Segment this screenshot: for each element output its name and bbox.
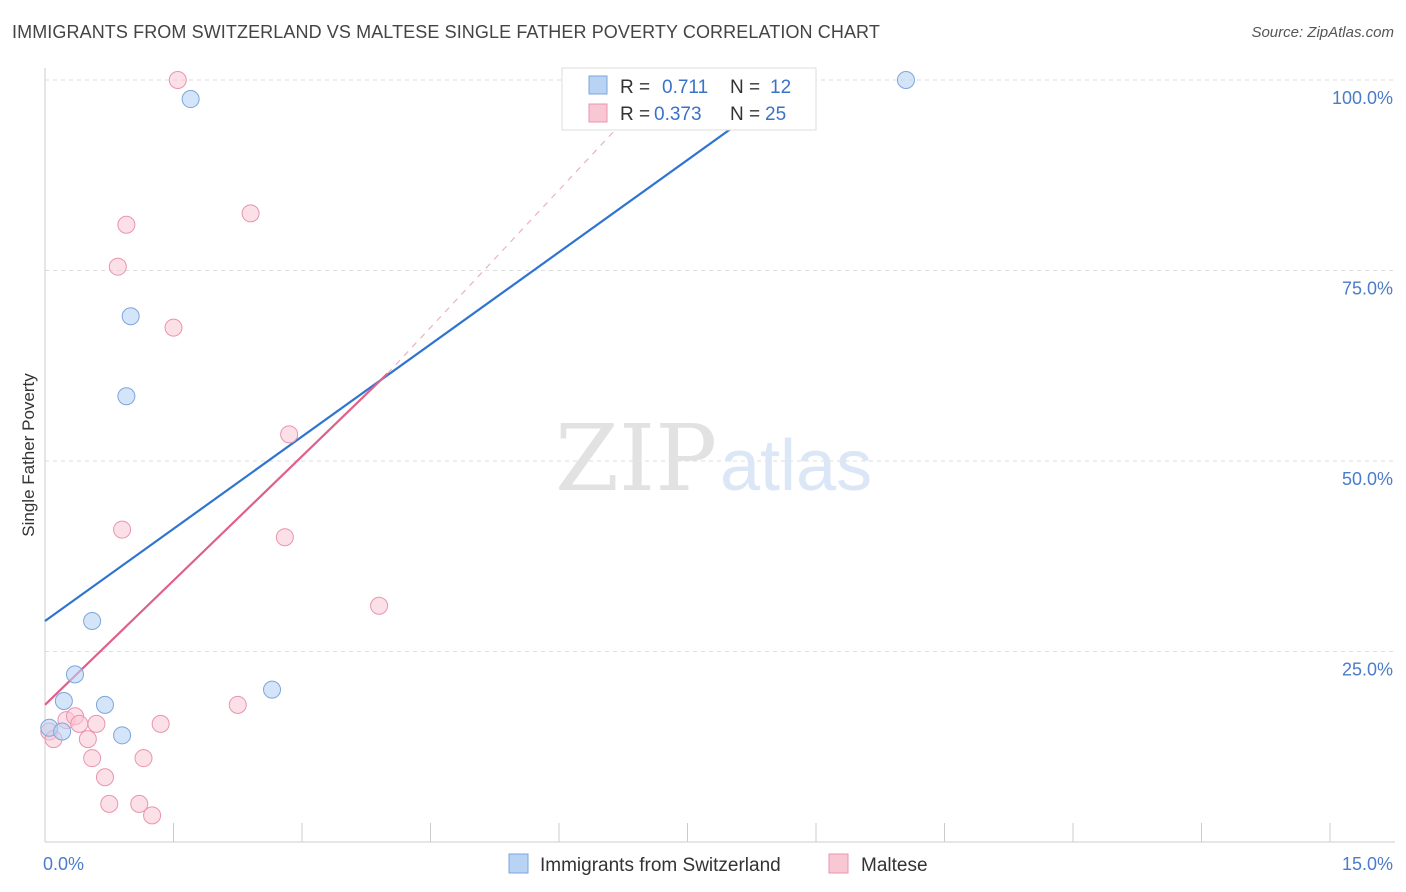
maltese-point (164, 318, 183, 337)
maltese-point (280, 425, 299, 444)
legend-swatch-pink (588, 103, 608, 123)
maltese-point (151, 714, 170, 733)
maltese-point (108, 257, 127, 276)
x-tick-label: 0.0% (43, 854, 84, 874)
maltese-point (113, 520, 132, 539)
switzerland-point (896, 71, 915, 89)
legend-r-label: R = (620, 104, 650, 125)
legend-r-value: 0.373 (654, 104, 702, 125)
switzerland-point (54, 692, 73, 711)
chart-title: IMMIGRANTS FROM SWITZERLAND VS MALTESE S… (12, 22, 880, 42)
series-legend: Immigrants from Switzerland Maltese (508, 853, 928, 876)
maltese-point (95, 768, 114, 787)
switzerland-point (121, 307, 140, 326)
axes (44, 68, 1395, 843)
switzerland-point (83, 612, 102, 631)
correlation-legend: R = 0.711 N = 12 R = 0.373 N = 25 (561, 67, 817, 131)
data-points (40, 71, 915, 825)
trend-lines (44, 79, 800, 706)
legend-label-switzerland: Immigrants from Switzerland (540, 855, 781, 876)
legend-swatch-blue (588, 75, 608, 95)
x-tick-labels: 0.0% 15.0% (43, 854, 1393, 874)
x-tick-label: 15.0% (1342, 854, 1393, 874)
legend-n-value: 25 (765, 104, 786, 125)
maltese-point (83, 749, 102, 768)
legend-r-value: 0.711 (662, 77, 708, 98)
switzerland-point (263, 680, 282, 699)
maltese-point (143, 806, 162, 825)
maltese-point (70, 714, 89, 733)
legend-n-label: N = (730, 104, 760, 125)
legend-r-label: R = (620, 77, 650, 98)
maltese-point (275, 528, 294, 547)
y-tick-labels: 25.0% 50.0% 75.0% 100.0% (1332, 88, 1393, 680)
maltese-point (78, 730, 97, 749)
maltese-trend-line (44, 372, 389, 706)
switzerland-point (117, 387, 136, 406)
y-tick-label: 100.0% (1332, 88, 1393, 108)
watermark-atlas: atlas (720, 426, 872, 506)
y-tick-label: 75.0% (1342, 279, 1393, 299)
switzerland-point (53, 722, 72, 741)
maltese-point (134, 749, 153, 768)
switzerland-point (181, 90, 200, 109)
maltese-point (168, 71, 187, 89)
y-axis-label: Single Father Poverty (19, 373, 38, 537)
maltese-point (100, 794, 119, 813)
legend-n-label: N = (730, 77, 760, 98)
switzerland-point (65, 665, 84, 684)
switzerland-point (95, 695, 114, 714)
watermark: ZIP atlas (555, 405, 872, 512)
watermark-zip: ZIP (555, 405, 717, 512)
maltese-point (87, 714, 106, 733)
y-tick-label: 50.0% (1342, 469, 1393, 489)
switzerland-trend-line (44, 79, 800, 622)
legend-swatch-maltese (828, 853, 849, 874)
switzerland-point (113, 726, 132, 745)
grid-lines (45, 79, 1395, 652)
maltese-point (130, 794, 149, 813)
maltese-point (117, 215, 136, 234)
maltese-point (241, 204, 260, 223)
legend-swatch-switzerland (508, 853, 529, 874)
legend-label-maltese: Maltese (861, 855, 928, 876)
y-tick-label: 25.0% (1342, 660, 1393, 680)
source-label: Source: ZipAtlas.com (1251, 24, 1394, 41)
legend-n-value: 12 (770, 77, 791, 98)
maltese-point (228, 695, 247, 714)
maltese-point (370, 596, 389, 615)
